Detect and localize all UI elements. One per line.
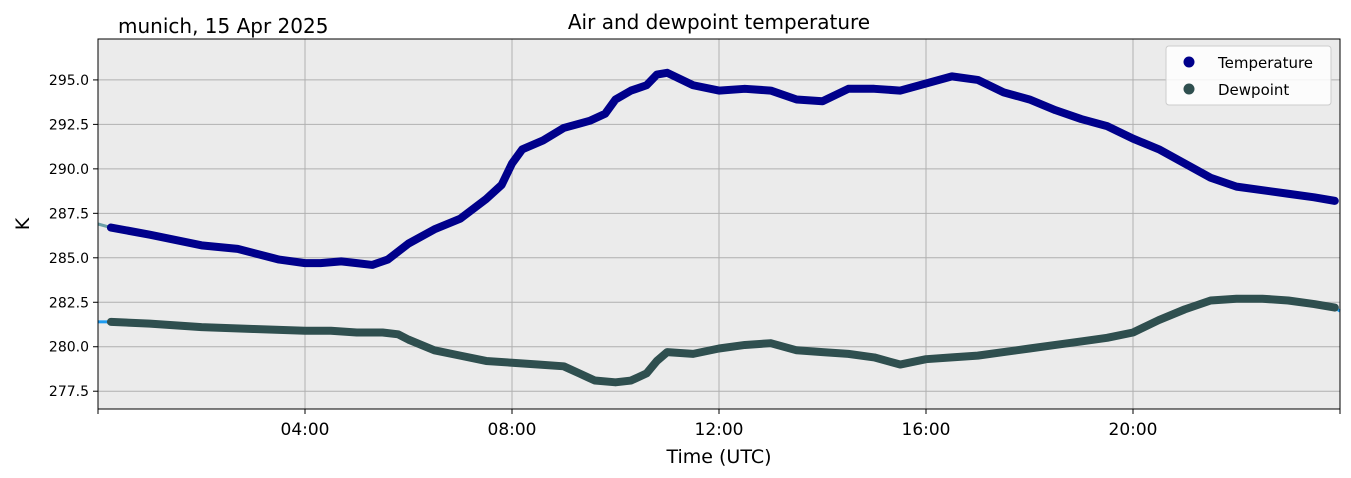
x-axis-label: Time (UTC) bbox=[665, 446, 771, 468]
x-tick-label: 20:00 bbox=[1109, 420, 1158, 440]
y-axis-ticks: 277.5 280.0 282.5 285.0 287.5 290.0 292.5 295.0 bbox=[49, 73, 98, 400]
series-lines bbox=[106, 68, 1339, 387]
y-tick-label: 285.0 bbox=[49, 251, 89, 267]
x-tick-label: 04:00 bbox=[281, 420, 330, 440]
x-axis-ticks: 04:00 08:00 12:00 16:00 20:00 bbox=[97, 409, 1341, 440]
location-date-label: munich, 15 Apr 2025 bbox=[118, 14, 328, 38]
y-tick-label: 295.0 bbox=[49, 73, 89, 89]
y-tick-label: 290.0 bbox=[49, 162, 89, 178]
y-tick-label: 277.5 bbox=[49, 384, 89, 400]
chart-title: Air and dewpoint temperature bbox=[568, 10, 870, 34]
legend-temperature-marker bbox=[1183, 56, 1195, 68]
y-tick-label: 280.0 bbox=[49, 340, 89, 356]
legend: Temperature Dewpoint bbox=[1165, 45, 1332, 106]
legend-temperature-label: Temperature bbox=[1217, 54, 1313, 72]
x-tick-label: 12:00 bbox=[695, 420, 744, 440]
y-tick-label: 282.5 bbox=[49, 295, 89, 311]
temperature-series-line bbox=[106, 68, 1339, 269]
legend-dewpoint-marker bbox=[1183, 83, 1195, 95]
y-tick-label: 287.5 bbox=[49, 206, 89, 222]
x-tick-label: 16:00 bbox=[902, 420, 951, 440]
y-tick-label: 292.5 bbox=[49, 117, 89, 133]
legend-dewpoint-label: Dewpoint bbox=[1218, 81, 1289, 99]
y-axis-label: K bbox=[12, 217, 34, 230]
legend-box bbox=[1165, 45, 1332, 106]
x-tick-label: 08:00 bbox=[488, 420, 537, 440]
dewpoint-series-line bbox=[106, 294, 1339, 387]
